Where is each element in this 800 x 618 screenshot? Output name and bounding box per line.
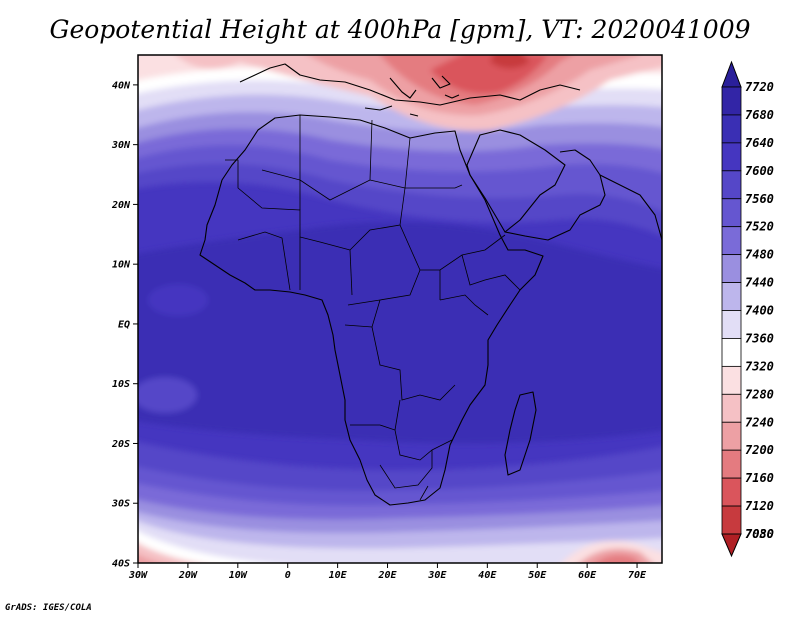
colorbar-swatch: [721, 421, 742, 451]
lat-tick-label: EQ: [118, 319, 130, 330]
colorbar-top-arrow: [721, 60, 742, 88]
lon-tick-label: 20E: [377, 570, 397, 581]
lat-tick-label: 10S: [112, 379, 130, 390]
colorbar-legend: 7720 7680 7640 7600 7560 7520 7480 7440 7400 7360…: [721, 60, 774, 558]
lon-tick-label: 10E: [329, 570, 348, 581]
colorbar-label: 7640: [745, 136, 774, 150]
colorbar-label: 7400: [745, 304, 774, 318]
lon-tick-label: 60E: [578, 570, 597, 581]
colorbar-label: 7480: [745, 248, 774, 262]
colorbar-label: 7320: [745, 359, 774, 373]
colorbar-label: 7360: [745, 331, 774, 345]
coastlines: [199, 63, 662, 506]
colorbar-bottom-arrow: [721, 533, 742, 558]
colorbar-swatch: [721, 365, 742, 395]
colorbar-swatch: [721, 282, 742, 311]
colorbar-swatch: [721, 226, 742, 256]
latitude-axis: 40N 30N 20N 10N EQ 10S 20S 30S 40S: [111, 80, 138, 570]
colorbar-swatch: [721, 142, 742, 172]
colorbar-label: 7600: [745, 164, 774, 178]
colorbar-swatch: [721, 86, 742, 116]
credit-label: GrADS: IGES/COLA: [5, 603, 92, 613]
lat-tick-label: 20N: [111, 200, 131, 211]
colorbar-label: 7200: [745, 443, 774, 457]
colorbar-swatch: [721, 114, 742, 144]
country-borders: [225, 115, 521, 501]
colorbar-label: 7240: [745, 415, 774, 429]
lon-tick-label: 20W: [178, 570, 198, 581]
lat-tick-label: 40N: [112, 80, 131, 91]
colorbar-label: 7160: [745, 471, 774, 485]
lat-tick-label: 40S: [112, 559, 130, 570]
colorbar-label: 7120: [745, 499, 774, 513]
longitude-axis: 30W 20W 10W 0 10E 20E 30E 40E 50E 60E 70E: [128, 563, 647, 581]
map-title: Geopotential Height at 400hPa [gpm], VT:…: [49, 15, 750, 44]
height-field: [138, 55, 662, 563]
colorbar-label: 7280: [745, 387, 774, 401]
lat-tick-label: 30S: [111, 499, 130, 510]
colorbar-swatch: [721, 254, 742, 283]
colorbar-swatch: [721, 310, 742, 339]
lon-tick-label: 70E: [628, 570, 647, 581]
colorbar-label: 7720: [745, 80, 774, 94]
colorbar-label: 7560: [745, 192, 774, 206]
colorbar-label: 7520: [745, 220, 774, 234]
lon-tick-label: 30E: [427, 570, 447, 581]
colorbar-label: 7030: [745, 527, 774, 541]
lat-tick-label: 10N: [112, 260, 131, 271]
colorbar-swatch: [721, 393, 742, 423]
lon-tick-label: 0: [285, 570, 291, 581]
colorbar-label: 7080: [745, 527, 774, 541]
colorbar-swatch: [721, 338, 742, 367]
lon-tick-label: 30W: [128, 570, 148, 581]
colorbar-swatch: [721, 477, 742, 507]
map-frame: [137, 54, 663, 564]
lon-tick-label: 40E: [478, 570, 497, 581]
lon-tick-label: 10W: [229, 570, 248, 581]
colorbar-swatch: [721, 170, 742, 200]
colorbar-label: 7680: [745, 108, 774, 122]
lat-tick-label: 30N: [111, 140, 131, 151]
lon-tick-label: 50E: [528, 570, 547, 581]
colorbar-swatch: [721, 449, 742, 479]
colorbar-label: 7440: [745, 276, 774, 290]
colorbar-swatch: [721, 505, 742, 535]
colorbar-swatch: [721, 198, 742, 228]
lat-tick-label: 20S: [111, 439, 130, 450]
